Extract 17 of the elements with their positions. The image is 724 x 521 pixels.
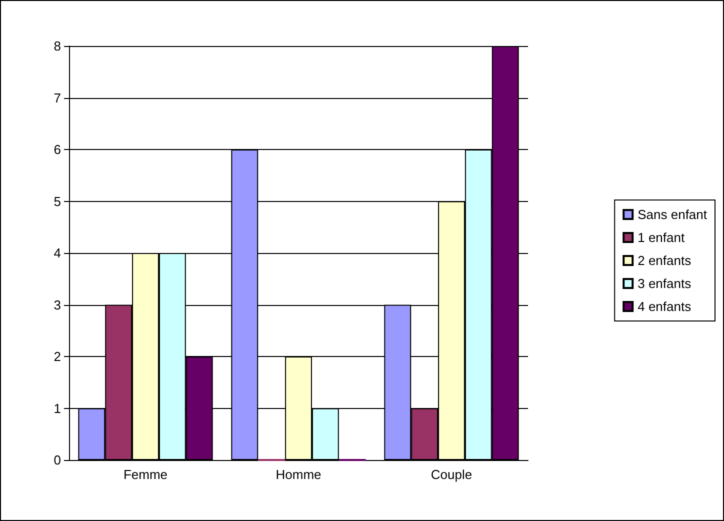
legend-label: 3 enfants: [638, 276, 692, 291]
x-tick-label: Couple: [430, 467, 472, 482]
legend-label: Sans enfant: [638, 207, 708, 222]
legend-label: 2 enfants: [638, 253, 692, 268]
legend-label: 4 enfants: [638, 299, 692, 314]
y-tick-label: 4: [54, 246, 61, 260]
y-tick-label: 3: [54, 297, 61, 312]
y-tick-label: 8: [54, 38, 61, 54]
x-tick-label: Homme: [276, 467, 322, 482]
y-tick-label: 0: [54, 452, 61, 468]
legend-label: 1 enfant: [638, 230, 685, 245]
y-tick-label: 5: [54, 194, 61, 209]
y-tick-label: 6: [54, 142, 61, 157]
y-tick-label: 1: [54, 400, 61, 416]
x-tick-label: Femme: [123, 467, 168, 482]
y-tick-label: 7: [54, 90, 61, 106]
y-tick-label: 2: [54, 349, 61, 364]
